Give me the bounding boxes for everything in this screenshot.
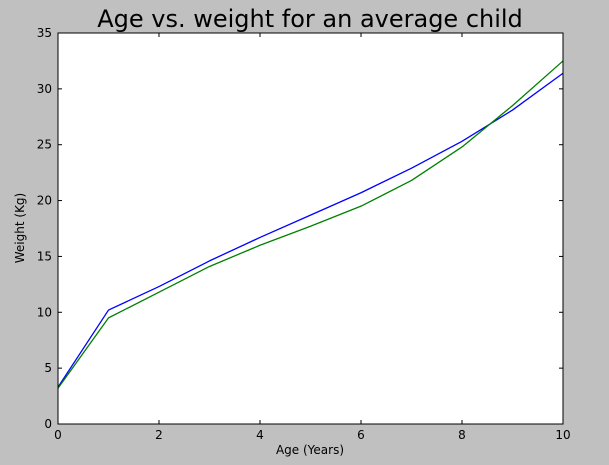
x-tick-label: 10 — [555, 428, 570, 442]
y-axis-label: Weight (Kg) — [13, 193, 27, 263]
x-tick-label: 4 — [256, 428, 264, 442]
y-tick-label: 25 — [37, 138, 52, 152]
x-axis-label: Age (Years) — [276, 443, 344, 457]
chart-title: Age vs. weight for an average child — [97, 5, 523, 33]
plot-area — [58, 33, 563, 424]
axes-frame — [57, 32, 564, 425]
x-tick-label: 2 — [155, 428, 163, 442]
x-tick-label: 8 — [458, 428, 466, 442]
weight-line-blue — [57, 72, 564, 388]
x-tick-label: 6 — [357, 428, 365, 442]
y-tick-label: 0 — [44, 417, 52, 431]
x-tick-label: 0 — [54, 428, 62, 442]
y-tick-label: 20 — [37, 194, 52, 208]
y-tick-label: 35 — [37, 26, 52, 40]
series-layer — [57, 60, 564, 389]
y-tick-label: 5 — [44, 361, 52, 375]
ticks-layer: 0 2 4 6 8 10 0 5 10 15 20 25 30 35 — [37, 26, 571, 442]
y-tick-label: 15 — [37, 249, 52, 263]
y-tick-label: 30 — [37, 82, 52, 96]
y-tick-label: 10 — [37, 305, 52, 319]
weight-line-green — [57, 60, 564, 389]
